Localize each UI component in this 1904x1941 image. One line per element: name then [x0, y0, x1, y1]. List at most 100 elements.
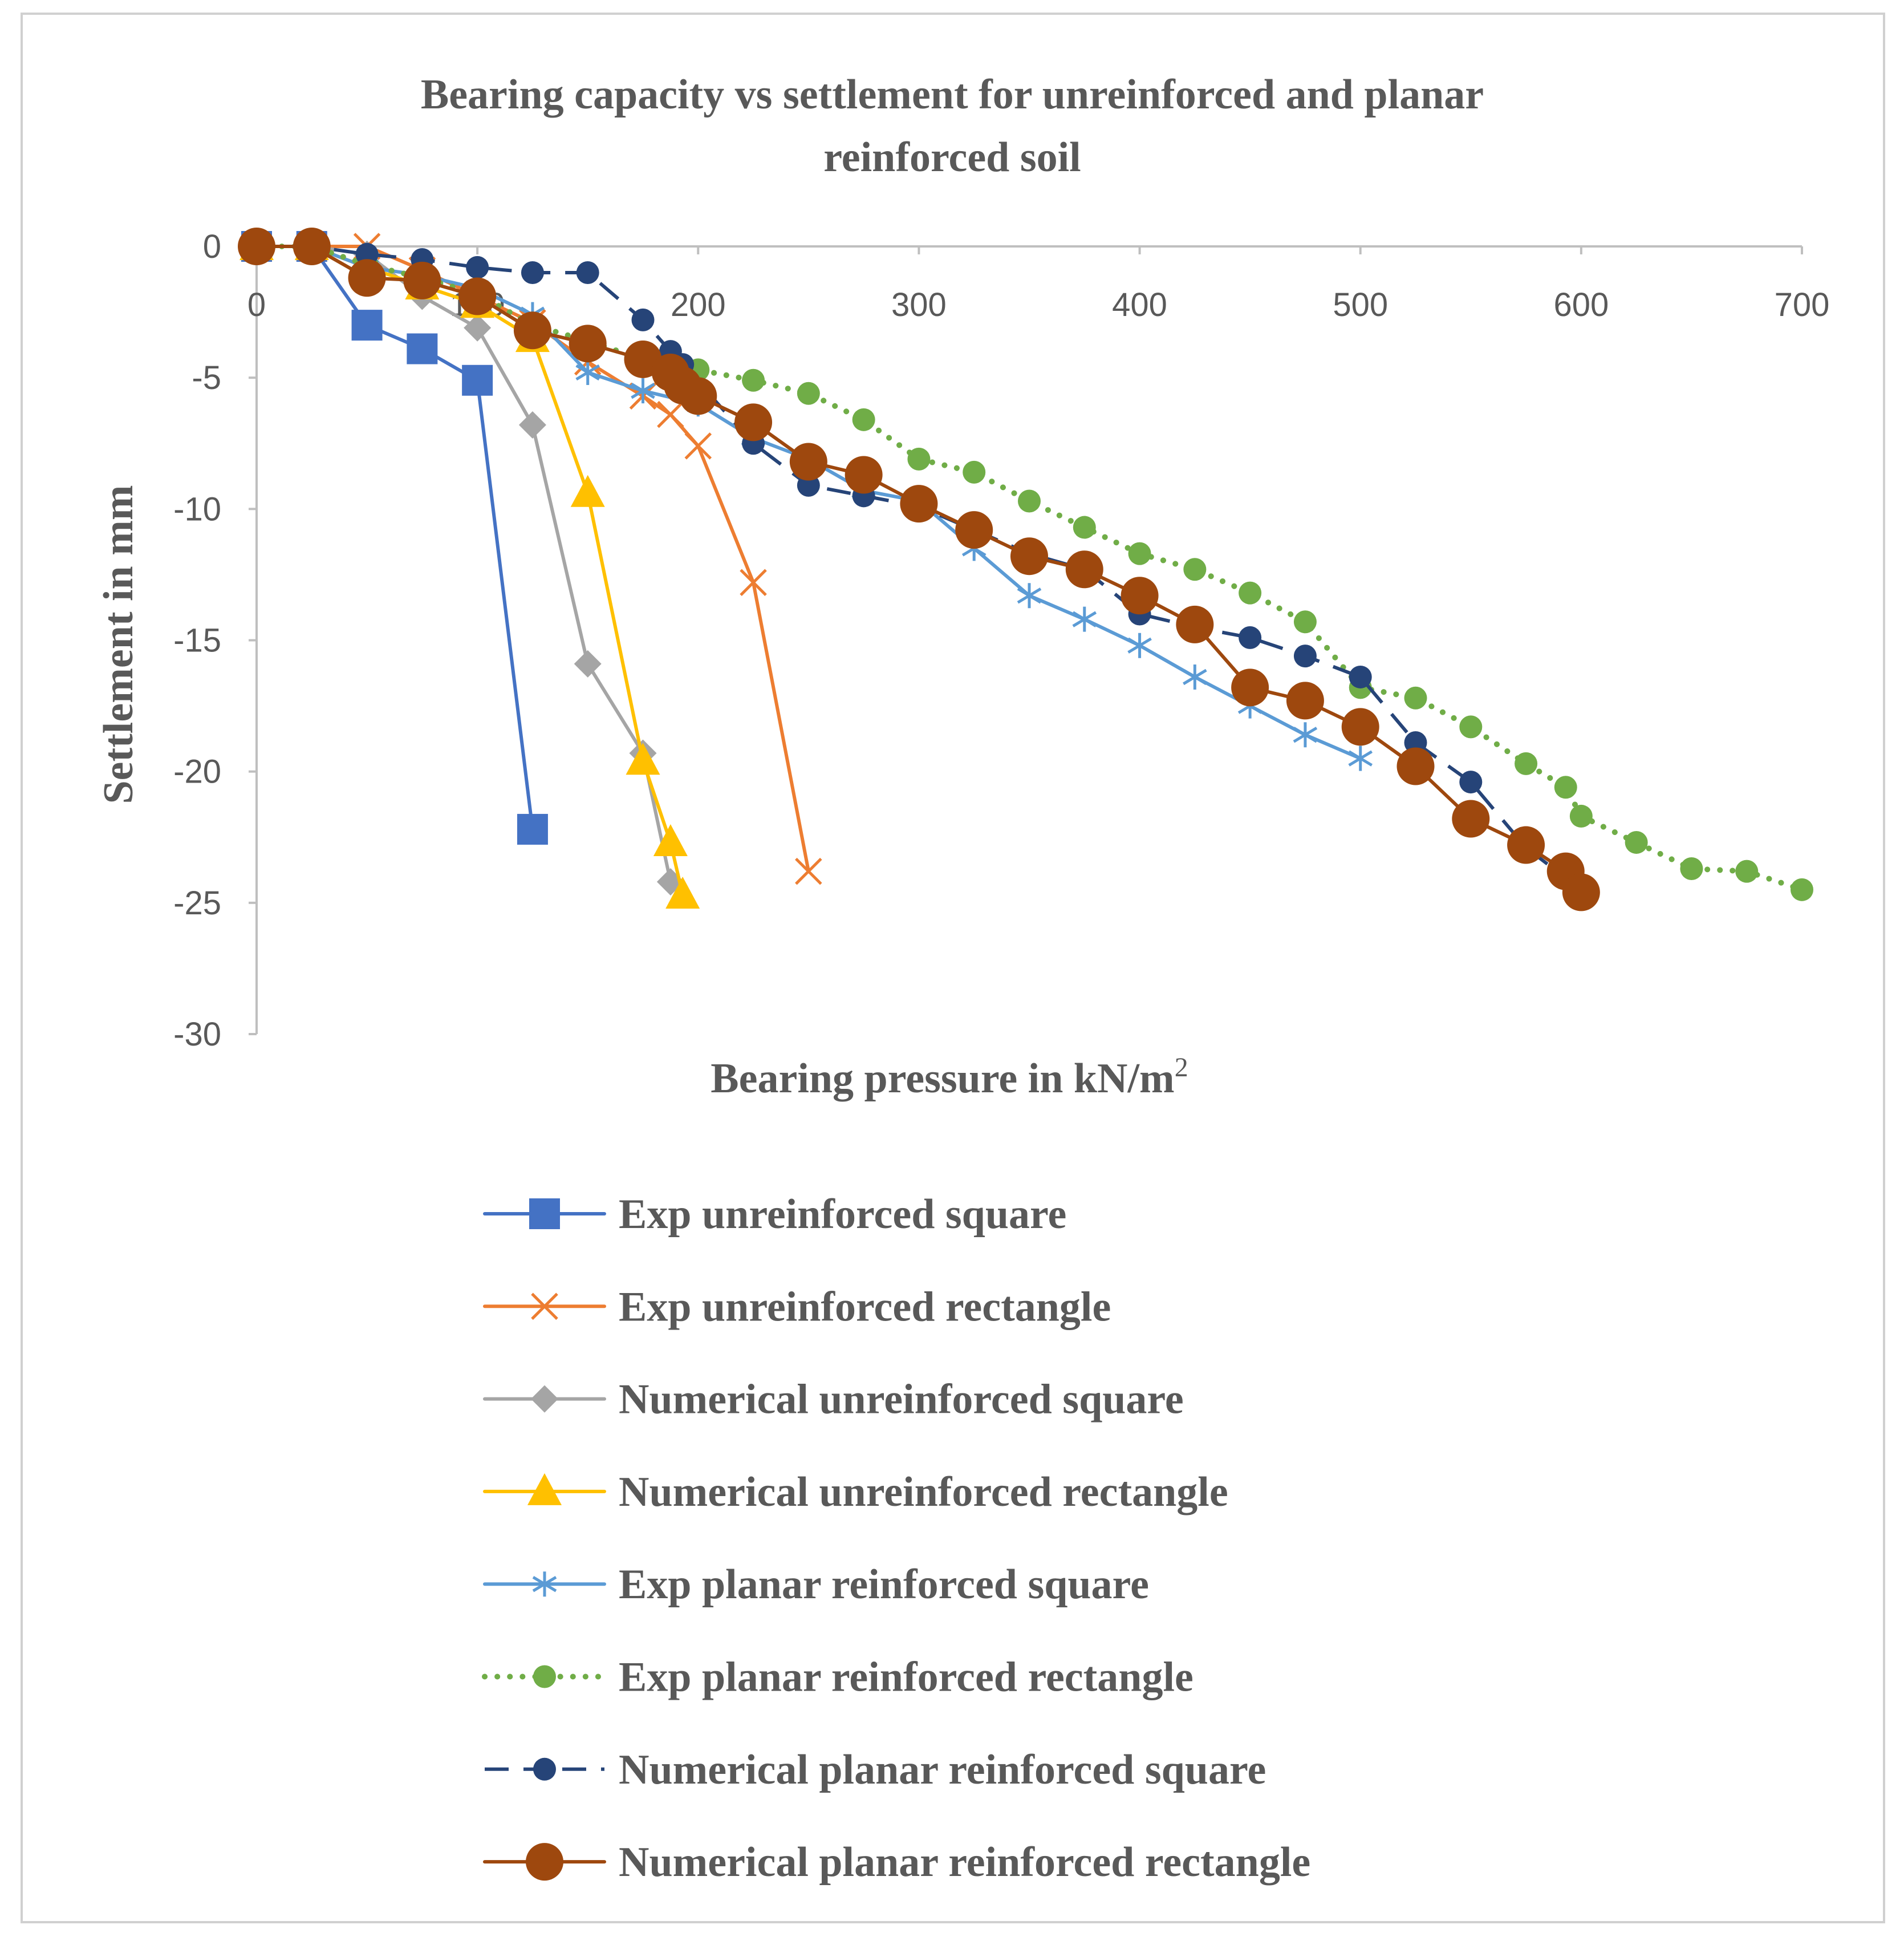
data-point-numerical-planar-reinforced-rectangle: [1396, 747, 1435, 785]
series-exp-planar-reinforced-square: [244, 234, 1373, 771]
data-point-exp-planar-reinforced-rectangle: [1569, 804, 1593, 828]
series-numerical-planar-reinforced-square: [245, 235, 1593, 901]
data-point-exp-planar-reinforced-rectangle: [1128, 542, 1151, 565]
data-point-exp-planar-reinforced-rectangle: [1625, 830, 1648, 854]
data-point-exp-planar-reinforced-rectangle: [1073, 516, 1096, 539]
data-point-exp-planar-reinforced-rectangle: [1404, 686, 1427, 710]
legend-swatch-marker: [527, 1473, 562, 1505]
data-point-exp-unreinforced-square: [462, 364, 493, 396]
legend-label: Exp unreinforced square: [619, 1191, 1066, 1238]
y-tick-label: -15: [173, 622, 221, 659]
data-point-numerical-planar-reinforced-rectangle: [1562, 873, 1600, 911]
data-point-exp-planar-reinforced-square: [1293, 722, 1318, 748]
legend-swatch-marker: [529, 1198, 560, 1229]
data-point-numerical-planar-reinforced-rectangle: [955, 511, 993, 549]
data-point-exp-unreinforced-square: [407, 333, 438, 364]
legend: Exp unreinforced square Exp unreinforced …: [482, 1191, 1310, 1886]
data-point-numerical-planar-reinforced-rectangle: [845, 456, 883, 494]
data-point-exp-planar-reinforced-rectangle: [1293, 610, 1317, 634]
legend-swatch-marker: [526, 1843, 563, 1881]
legend-entry-exp-unreinforced-square: Exp unreinforced square: [483, 1191, 1066, 1238]
data-point-numerical-unreinforced-rectangle: [665, 877, 700, 909]
data-point-exp-unreinforced-rectangle: [684, 432, 712, 460]
data-point-exp-planar-reinforced-square: [631, 378, 655, 404]
data-point-numerical-planar-reinforced-square: [521, 261, 544, 285]
data-point-exp-planar-reinforced-rectangle: [1239, 581, 1262, 605]
data-point-exp-planar-reinforced-square: [1072, 606, 1097, 632]
y-tick-label: -5: [192, 359, 221, 396]
x-tick-label: 500: [1333, 286, 1388, 323]
data-point-numerical-planar-reinforced-square: [1293, 645, 1317, 668]
data-point-numerical-planar-reinforced-rectangle: [789, 443, 827, 481]
x-tick-label: 400: [1112, 286, 1167, 323]
data-point-exp-planar-reinforced-rectangle: [1791, 878, 1813, 901]
data-point-numerical-unreinforced-square: [518, 411, 546, 439]
data-point-numerical-unreinforced-rectangle: [626, 743, 660, 775]
data-point-exp-planar-reinforced-rectangle: [1735, 860, 1759, 883]
data-point-exp-planar-reinforced-rectangle: [797, 382, 820, 405]
x-tick-label: 200: [671, 286, 726, 323]
legend-entry-numerical-planar-reinforced-square: Numerical planar reinforced square: [485, 1747, 1266, 1793]
legend-label: Exp unreinforced rectangle: [619, 1283, 1111, 1330]
data-point-numerical-unreinforced-square: [574, 650, 602, 678]
data-point-numerical-planar-reinforced-square: [576, 261, 599, 285]
series-numerical-planar-reinforced-rectangle: [238, 228, 1600, 911]
data-point-numerical-planar-reinforced-rectangle: [734, 403, 773, 441]
legend-swatch-marker: [531, 1385, 558, 1413]
series-line-exp-unreinforced-square: [255, 245, 534, 831]
data-point-numerical-planar-reinforced-square: [631, 308, 655, 331]
series-numerical-unreinforced-square: [243, 233, 684, 896]
data-point-exp-unreinforced-rectangle: [795, 857, 822, 885]
data-point-numerical-planar-reinforced-rectangle: [1231, 668, 1269, 707]
y-tick-label: -25: [173, 885, 221, 922]
data-point-numerical-planar-reinforced-rectangle: [1010, 537, 1048, 576]
data-point-exp-planar-reinforced-rectangle: [1018, 489, 1041, 513]
data-point-numerical-planar-reinforced-rectangle: [1341, 708, 1379, 746]
legend-swatch-marker: [533, 1757, 556, 1781]
data-point-numerical-planar-reinforced-rectangle: [1507, 826, 1545, 864]
legend-entry-numerical-unreinforced-rectangle: Numerical unreinforced rectangle: [483, 1469, 1228, 1515]
data-point-exp-unreinforced-square: [517, 813, 548, 845]
x-axis-title-superscript: 2: [1175, 1052, 1188, 1083]
data-point-numerical-unreinforced-square: [464, 314, 492, 342]
data-point-exp-planar-reinforced-rectangle: [852, 408, 875, 431]
series-line-numerical-planar-reinforced-rectangle: [255, 245, 1583, 894]
data-point-numerical-planar-reinforced-rectangle: [1286, 682, 1324, 720]
data-point-numerical-planar-reinforced-rectangle: [238, 228, 275, 265]
data-point-numerical-planar-reinforced-rectangle: [900, 485, 938, 523]
data-point-numerical-planar-reinforced-rectangle: [348, 259, 386, 297]
data-point-numerical-planar-reinforced-rectangle: [1121, 577, 1159, 615]
data-point-exp-planar-reinforced-rectangle: [907, 447, 931, 471]
x-tick-label: 0: [247, 286, 266, 323]
chart-title-line-1: Bearing capacity vs settlement for unrei…: [421, 71, 1484, 118]
y-tick-label: -20: [173, 753, 221, 791]
data-point-numerical-unreinforced-rectangle: [653, 824, 688, 856]
legend-entry-exp-unreinforced-rectangle: Exp unreinforced rectangle: [483, 1283, 1111, 1330]
series-line-numerical-unreinforced-square: [255, 245, 672, 884]
data-point-exp-planar-reinforced-square: [1348, 745, 1373, 771]
data-point-numerical-planar-reinforced-square: [466, 256, 489, 279]
chart-frame: [21, 13, 1885, 1923]
data-point-numerical-planar-reinforced-rectangle: [569, 325, 607, 363]
data-point-exp-planar-reinforced-rectangle: [1183, 558, 1207, 581]
legend-label: Numerical planar reinforced rectangle: [619, 1839, 1310, 1886]
data-point-exp-unreinforced-square: [351, 310, 383, 341]
legend-label: Numerical unreinforced square: [619, 1376, 1184, 1423]
x-tick-label: 600: [1553, 286, 1609, 323]
data-point-exp-planar-reinforced-square: [1017, 583, 1042, 609]
chart-title-line-2: reinforced soil: [823, 134, 1081, 181]
y-tick-label: -10: [173, 491, 221, 528]
legend-swatch-marker: [532, 1571, 557, 1597]
data-point-numerical-planar-reinforced-square: [1349, 665, 1372, 688]
data-point-exp-planar-reinforced-rectangle: [1554, 776, 1577, 799]
data-point-exp-planar-reinforced-square: [1127, 633, 1152, 658]
legend-entry-numerical-unreinforced-square: Numerical unreinforced square: [483, 1376, 1184, 1423]
data-point-numerical-planar-reinforced-rectangle: [458, 277, 497, 315]
series-layer: [238, 228, 1813, 911]
y-axis-title: Settlement in mm: [95, 485, 142, 804]
x-tick-label: 300: [891, 286, 947, 323]
data-point-exp-planar-reinforced-rectangle: [1515, 752, 1538, 775]
legend-label: Exp planar reinforced rectangle: [619, 1654, 1193, 1701]
x-axis-title-main: Bearing pressure in kN/m: [711, 1055, 1174, 1102]
